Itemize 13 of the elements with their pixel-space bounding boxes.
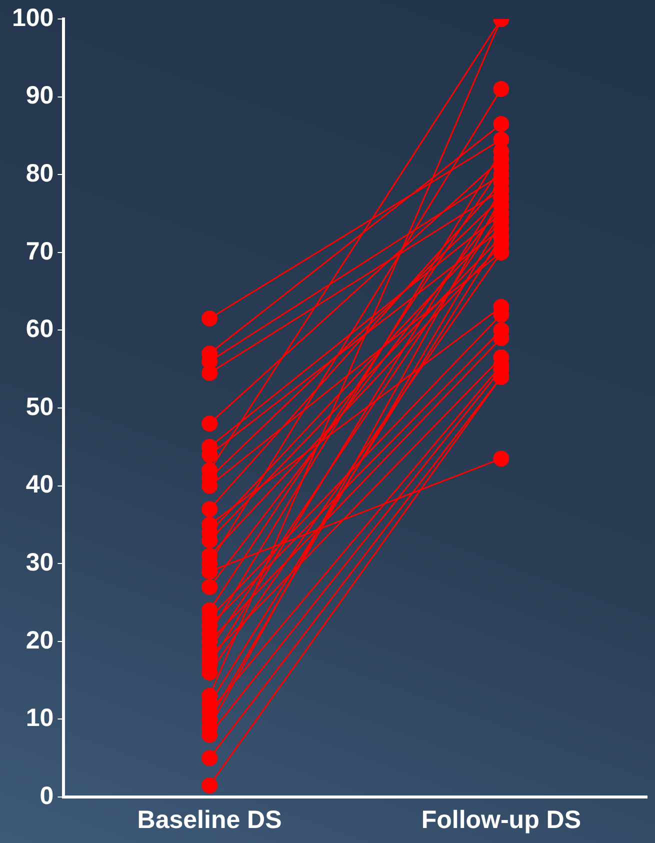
y-tick-label: 60 — [26, 315, 54, 344]
x-tick-label: Follow-up DS — [421, 806, 582, 834]
y-tick-label: 90 — [26, 82, 54, 110]
y-tick-label: 0 — [40, 782, 54, 810]
y-tick-label: 100 — [12, 4, 54, 32]
y-tick-label: 70 — [26, 237, 54, 266]
y-tick-label: 80 — [26, 159, 54, 188]
y-tick-label: 50 — [26, 392, 54, 421]
y-tick-label: 10 — [26, 704, 54, 732]
y-tick-label: 30 — [26, 548, 54, 576]
y-tick-label: 20 — [26, 626, 54, 654]
y-tick-label: 40 — [26, 470, 54, 499]
x-tick-label: Baseline DS — [137, 806, 282, 834]
